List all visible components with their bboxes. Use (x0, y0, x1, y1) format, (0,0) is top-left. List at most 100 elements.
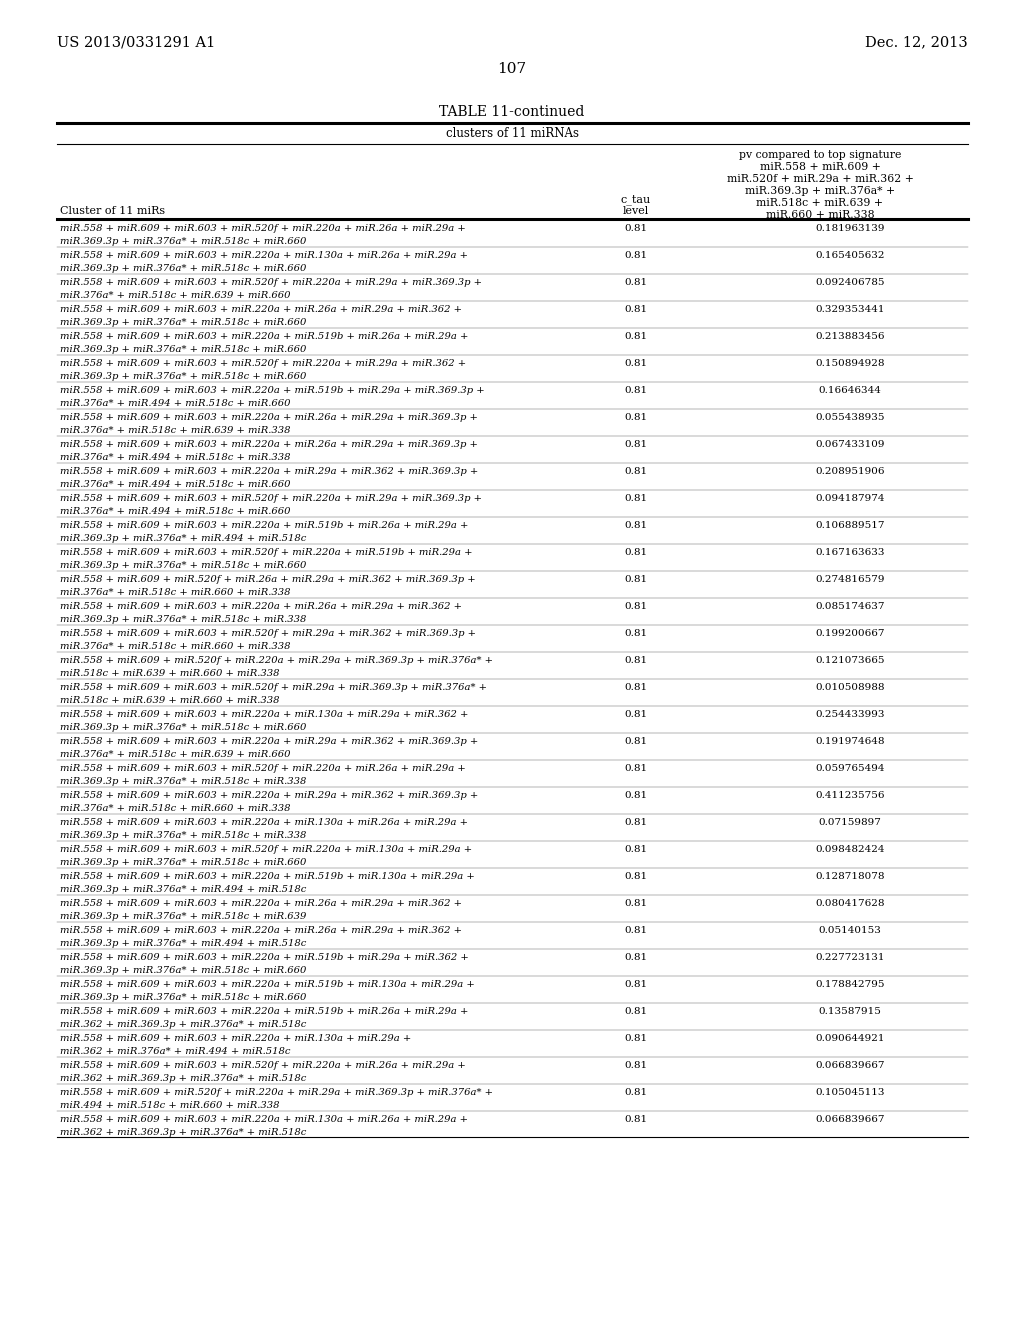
Text: miR.376a* + miR.494 + miR.518c + miR.660: miR.376a* + miR.494 + miR.518c + miR.660 (60, 507, 291, 516)
Text: Dec. 12, 2013: Dec. 12, 2013 (865, 36, 968, 49)
Text: miR.558 + miR.609 + miR.603 + miR.220a + miR.26a + miR.29a + miR.369.3p +: miR.558 + miR.609 + miR.603 + miR.220a +… (60, 413, 478, 422)
Text: 0.81: 0.81 (625, 1061, 647, 1071)
Text: 0.191974648: 0.191974648 (815, 737, 885, 746)
Text: 0.208951906: 0.208951906 (815, 467, 885, 477)
Text: 0.81: 0.81 (625, 927, 647, 935)
Text: 0.080417628: 0.080417628 (815, 899, 885, 908)
Text: 0.199200667: 0.199200667 (815, 630, 885, 638)
Text: miR.558 + miR.609 + miR.603 + miR.520f + miR.220a + miR.26a + miR.29a +: miR.558 + miR.609 + miR.603 + miR.520f +… (60, 764, 466, 774)
Text: 0.128718078: 0.128718078 (815, 873, 885, 880)
Text: 0.81: 0.81 (625, 440, 647, 449)
Text: miR.660 + miR.338: miR.660 + miR.338 (766, 210, 874, 220)
Text: miR.518c + miR.639 +: miR.518c + miR.639 + (757, 198, 884, 209)
Text: miR.369.3p + miR.376a* + miR.518c + miR.660: miR.369.3p + miR.376a* + miR.518c + miR.… (60, 318, 306, 327)
Text: miR.558 + miR.609 + miR.603 + miR.220a + miR.519b + miR.29a + miR.369.3p +: miR.558 + miR.609 + miR.603 + miR.220a +… (60, 385, 484, 395)
Text: miR.376a* + miR.494 + miR.518c + miR.338: miR.376a* + miR.494 + miR.518c + miR.338 (60, 453, 291, 462)
Text: clusters of 11 miRNAs: clusters of 11 miRNAs (445, 127, 579, 140)
Text: 0.81: 0.81 (625, 710, 647, 719)
Text: 107: 107 (498, 62, 526, 77)
Text: miR.369.3p + miR.376a* + miR.518c + miR.660: miR.369.3p + miR.376a* + miR.518c + miR.… (60, 966, 306, 975)
Text: 0.181963139: 0.181963139 (815, 224, 885, 234)
Text: miR.376a* + miR.518c + miR.660 + miR.338: miR.376a* + miR.518c + miR.660 + miR.338 (60, 587, 291, 597)
Text: miR.558 + miR.609 + miR.603 + miR.220a + miR.29a + miR.362 + miR.369.3p +: miR.558 + miR.609 + miR.603 + miR.220a +… (60, 467, 478, 477)
Text: miR.369.3p + miR.376a* + miR.518c + miR.660: miR.369.3p + miR.376a* + miR.518c + miR.… (60, 993, 306, 1002)
Text: miR.362 + miR.369.3p + miR.376a* + miR.518c: miR.362 + miR.369.3p + miR.376a* + miR.5… (60, 1129, 306, 1137)
Text: 0.066839667: 0.066839667 (815, 1115, 885, 1125)
Text: 0.81: 0.81 (625, 305, 647, 314)
Text: 0.085174637: 0.085174637 (815, 602, 885, 611)
Text: 0.81: 0.81 (625, 764, 647, 774)
Text: 0.81: 0.81 (625, 1088, 647, 1097)
Text: 0.167163633: 0.167163633 (815, 548, 885, 557)
Text: TABLE 11-continued: TABLE 11-continued (439, 106, 585, 119)
Text: miR.558 + miR.609 + miR.520f + miR.26a + miR.29a + miR.362 + miR.369.3p +: miR.558 + miR.609 + miR.520f + miR.26a +… (60, 576, 475, 583)
Text: miR.369.3p + miR.376a* + miR.518c + miR.639: miR.369.3p + miR.376a* + miR.518c + miR.… (60, 912, 306, 921)
Text: miR.369.3p + miR.376a* + miR.494 + miR.518c: miR.369.3p + miR.376a* + miR.494 + miR.5… (60, 884, 306, 894)
Text: 0.121073665: 0.121073665 (815, 656, 885, 665)
Text: 0.105045113: 0.105045113 (815, 1088, 885, 1097)
Text: miR.520f + miR.29a + miR.362 +: miR.520f + miR.29a + miR.362 + (727, 174, 913, 183)
Text: 0.81: 0.81 (625, 224, 647, 234)
Text: 0.81: 0.81 (625, 979, 647, 989)
Text: 0.81: 0.81 (625, 602, 647, 611)
Text: 0.067433109: 0.067433109 (815, 440, 885, 449)
Text: miR.518c + miR.639 + miR.660 + miR.338: miR.518c + miR.639 + miR.660 + miR.338 (60, 696, 280, 705)
Text: 0.094187974: 0.094187974 (815, 494, 885, 503)
Text: 0.81: 0.81 (625, 413, 647, 422)
Text: miR.369.3p + miR.376a* + miR.494 + miR.518c: miR.369.3p + miR.376a* + miR.494 + miR.5… (60, 535, 306, 543)
Text: 0.178842795: 0.178842795 (815, 979, 885, 989)
Text: 0.81: 0.81 (625, 494, 647, 503)
Text: miR.558 + miR.609 + miR.603 + miR.520f + miR.220a + miR.519b + miR.29a +: miR.558 + miR.609 + miR.603 + miR.520f +… (60, 548, 472, 557)
Text: 0.092406785: 0.092406785 (815, 279, 885, 286)
Text: miR.558 + miR.609 + miR.520f + miR.220a + miR.29a + miR.369.3p + miR.376a* +: miR.558 + miR.609 + miR.520f + miR.220a … (60, 656, 493, 665)
Text: 0.055438935: 0.055438935 (815, 413, 885, 422)
Text: miR.558 + miR.609 + miR.603 + miR.520f + miR.220a + miR.29a + miR.369.3p +: miR.558 + miR.609 + miR.603 + miR.520f +… (60, 279, 482, 286)
Text: 0.098482424: 0.098482424 (815, 845, 885, 854)
Text: 0.13587915: 0.13587915 (818, 1007, 882, 1016)
Text: miR.558 + miR.609 + miR.603 + miR.220a + miR.26a + miR.29a + miR.362 +: miR.558 + miR.609 + miR.603 + miR.220a +… (60, 899, 462, 908)
Text: miR.494 + miR.518c + miR.660 + miR.338: miR.494 + miR.518c + miR.660 + miR.338 (60, 1101, 280, 1110)
Text: miR.558 + miR.609 + miR.603 + miR.220a + miR.29a + miR.362 + miR.369.3p +: miR.558 + miR.609 + miR.603 + miR.220a +… (60, 791, 478, 800)
Text: Cluster of 11 miRs: Cluster of 11 miRs (60, 206, 165, 216)
Text: 0.81: 0.81 (625, 737, 647, 746)
Text: miR.376a* + miR.518c + miR.639 + miR.660: miR.376a* + miR.518c + miR.639 + miR.660 (60, 750, 291, 759)
Text: miR.558 + miR.609 + miR.603 + miR.220a + miR.130a + miR.26a + miR.29a +: miR.558 + miR.609 + miR.603 + miR.220a +… (60, 1115, 468, 1125)
Text: miR.558 + miR.609 + miR.603 + miR.520f + miR.220a + miR.29a + miR.369.3p +: miR.558 + miR.609 + miR.603 + miR.520f +… (60, 494, 482, 503)
Text: 0.329353441: 0.329353441 (815, 305, 885, 314)
Text: miR.369.3p + miR.376a* + miR.518c + miR.660: miR.369.3p + miR.376a* + miR.518c + miR.… (60, 858, 306, 867)
Text: 0.81: 0.81 (625, 467, 647, 477)
Text: miR.558 + miR.609 + miR.603 + miR.520f + miR.220a + miR.29a + miR.362 +: miR.558 + miR.609 + miR.603 + miR.520f +… (60, 359, 466, 368)
Text: miR.558 + miR.609 + miR.603 + miR.220a + miR.519b + miR.26a + miR.29a +: miR.558 + miR.609 + miR.603 + miR.220a +… (60, 1007, 468, 1016)
Text: miR.362 + miR.376a* + miR.494 + miR.518c: miR.362 + miR.376a* + miR.494 + miR.518c (60, 1047, 291, 1056)
Text: 0.81: 0.81 (625, 548, 647, 557)
Text: miR.369.3p + miR.376a* + miR.518c + miR.660: miR.369.3p + miR.376a* + miR.518c + miR.… (60, 264, 306, 273)
Text: 0.227723131: 0.227723131 (815, 953, 885, 962)
Text: 0.81: 0.81 (625, 251, 647, 260)
Text: 0.81: 0.81 (625, 333, 647, 341)
Text: miR.558 + miR.609 + miR.603 + miR.220a + miR.519b + miR.29a + miR.362 +: miR.558 + miR.609 + miR.603 + miR.220a +… (60, 953, 469, 962)
Text: miR.558 + miR.609 + miR.603 + miR.220a + miR.519b + miR.130a + miR.29a +: miR.558 + miR.609 + miR.603 + miR.220a +… (60, 873, 475, 880)
Text: 0.81: 0.81 (625, 1007, 647, 1016)
Text: miR.369.3p + miR.376a* + miR.518c + miR.660: miR.369.3p + miR.376a* + miR.518c + miR.… (60, 723, 306, 733)
Text: miR.558 + miR.609 + miR.603 + miR.520f + miR.29a + miR.369.3p + miR.376a* +: miR.558 + miR.609 + miR.603 + miR.520f +… (60, 682, 487, 692)
Text: miR.558 + miR.609 + miR.520f + miR.220a + miR.29a + miR.369.3p + miR.376a* +: miR.558 + miR.609 + miR.520f + miR.220a … (60, 1088, 493, 1097)
Text: c_tau: c_tau (621, 194, 651, 205)
Text: 0.81: 0.81 (625, 899, 647, 908)
Text: 0.090644921: 0.090644921 (815, 1034, 885, 1043)
Text: 0.81: 0.81 (625, 279, 647, 286)
Text: 0.81: 0.81 (625, 1034, 647, 1043)
Text: 0.81: 0.81 (625, 1115, 647, 1125)
Text: miR.376a* + miR.494 + miR.518c + miR.660: miR.376a* + miR.494 + miR.518c + miR.660 (60, 480, 291, 488)
Text: 0.81: 0.81 (625, 953, 647, 962)
Text: miR.558 + miR.609 + miR.603 + miR.220a + miR.519b + miR.130a + miR.29a +: miR.558 + miR.609 + miR.603 + miR.220a +… (60, 979, 475, 989)
Text: miR.369.3p + miR.376a* +: miR.369.3p + miR.376a* + (744, 186, 895, 195)
Text: miR.558 + miR.609 + miR.603 + miR.220a + miR.26a + miR.29a + miR.369.3p +: miR.558 + miR.609 + miR.603 + miR.220a +… (60, 440, 478, 449)
Text: miR.558 + miR.609 + miR.603 + miR.520f + miR.29a + miR.362 + miR.369.3p +: miR.558 + miR.609 + miR.603 + miR.520f +… (60, 630, 476, 638)
Text: 0.81: 0.81 (625, 521, 647, 531)
Text: 0.106889517: 0.106889517 (815, 521, 885, 531)
Text: miR.558 + miR.609 + miR.603 + miR.220a + miR.519b + miR.26a + miR.29a +: miR.558 + miR.609 + miR.603 + miR.220a +… (60, 333, 468, 341)
Text: miR.558 + miR.609 +: miR.558 + miR.609 + (760, 162, 881, 172)
Text: 0.81: 0.81 (625, 576, 647, 583)
Text: miR.558 + miR.609 + miR.603 + miR.520f + miR.220a + miR.26a + miR.29a +: miR.558 + miR.609 + miR.603 + miR.520f +… (60, 1061, 466, 1071)
Text: miR.376a* + miR.518c + miR.639 + miR.338: miR.376a* + miR.518c + miR.639 + miR.338 (60, 426, 291, 436)
